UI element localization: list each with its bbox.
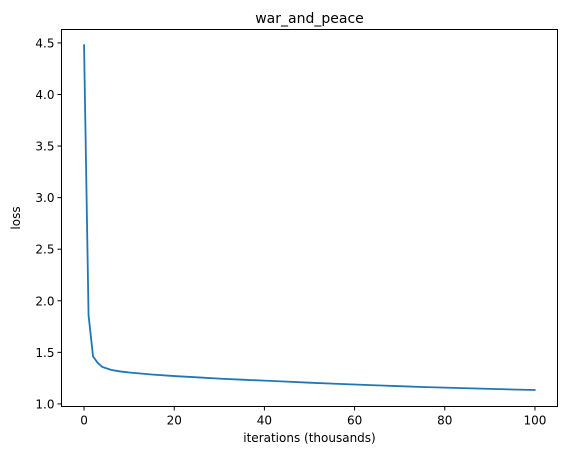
y-tick-label: 3.0 [35,191,54,205]
y-tick-label: 1.0 [35,397,54,411]
chart-title: war_and_peace [255,11,364,27]
y-tick-label: 2.0 [35,294,54,308]
x-tick-label: 0 [80,414,88,428]
y-tick-label: 4.5 [35,36,54,50]
x-tick-label: 20 [167,414,182,428]
plot-layer [83,44,536,391]
y-tick-label: 1.5 [35,346,54,360]
x-tick-label: 100 [524,414,547,428]
loss-series-line [83,44,536,391]
x-tick-label: 40 [257,414,272,428]
x-tick-label: 60 [347,414,362,428]
x-tick-label: 80 [437,414,452,428]
y-axis-label: loss [9,206,23,229]
y-axis: 1.0 1.5 2.0 2.5 3.0 3.5 4.0 4.5 [35,36,62,411]
y-tick-label: 2.5 [35,243,54,257]
x-axis-label: iterations (thousands) [243,431,375,445]
y-tick-label: 3.5 [35,140,54,154]
plot-frame [61,29,558,407]
y-tick-label: 4.0 [35,88,54,102]
x-axis: 0 20 40 60 80 100 [80,406,547,428]
